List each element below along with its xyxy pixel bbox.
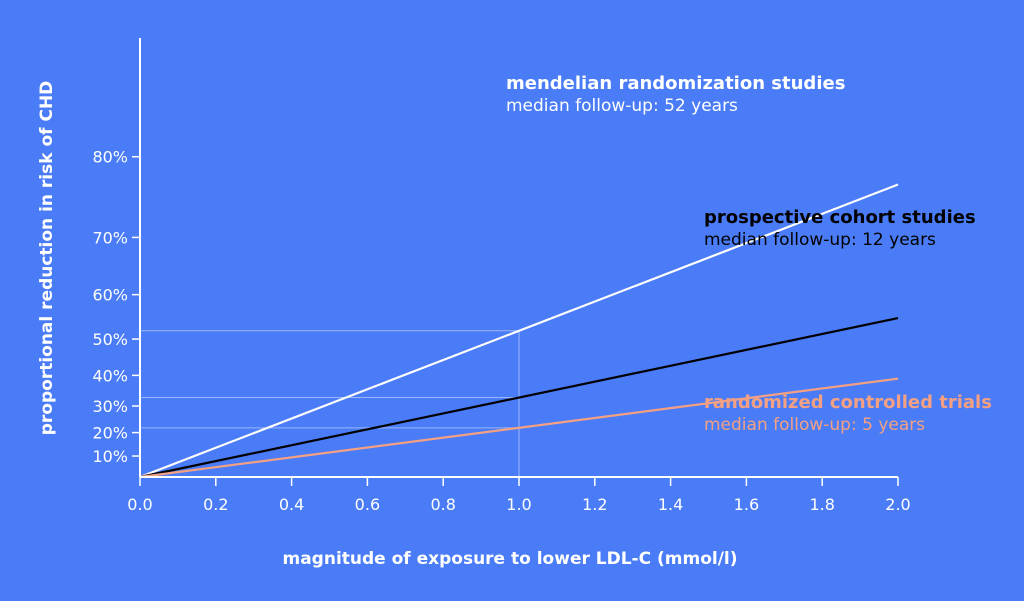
series-followup-label: median follow-up: 52 years [506,96,738,116]
series-name-label: randomized controlled trials [704,392,992,413]
series-line [139,317,899,479]
x-tick-label: 0.0 [127,495,152,514]
x-tick-label: 0.2 [203,495,228,514]
series-name-label: mendelian randomization studies [506,73,845,94]
x-tick-label: 1.4 [658,495,683,514]
y-tick-label: 70% [92,228,128,247]
x-tick-label: 1.6 [734,495,759,514]
y-tick-label: 80% [92,148,128,167]
y-tick-label: 30% [92,397,128,416]
series-line [139,377,899,479]
x-ticks: 0.0 0.2 0.4 0.6 0.8 1.0 1.2 1.4 1.6 1.8 2.0 [127,477,911,514]
y-tick-label: 10% [92,447,128,466]
x-tick-label: 2.0 [885,495,910,514]
y-tick-label: 60% [92,286,128,305]
y-tick-label: 40% [92,366,128,385]
x-tick-label: 1.2 [582,495,607,514]
series-line [139,183,899,479]
series-lines [139,183,899,479]
y-tick-label: 20% [92,424,128,443]
reference-lines [140,330,520,477]
x-axis-title: magnitude of exposure to lower LDL-C (mm… [282,549,737,569]
x-tick-label: 0.8 [430,495,455,514]
y-axis-title: proportional reduction in risk of CHD [37,81,57,436]
series-followup-label: median follow-up: 12 years [704,230,936,250]
x-tick-label: 0.6 [355,495,380,514]
y-tick-label: 50% [92,330,128,349]
x-tick-label: 0.4 [279,495,304,514]
x-tick-label: 1.0 [506,495,531,514]
x-tick-label: 1.8 [809,495,834,514]
series-name-label: prospective cohort studies [704,207,976,228]
y-ticks: 10% 20% 30% 40% 50% 60% 70% 80% [92,148,140,466]
series-followup-label: median follow-up: 5 years [704,415,925,435]
